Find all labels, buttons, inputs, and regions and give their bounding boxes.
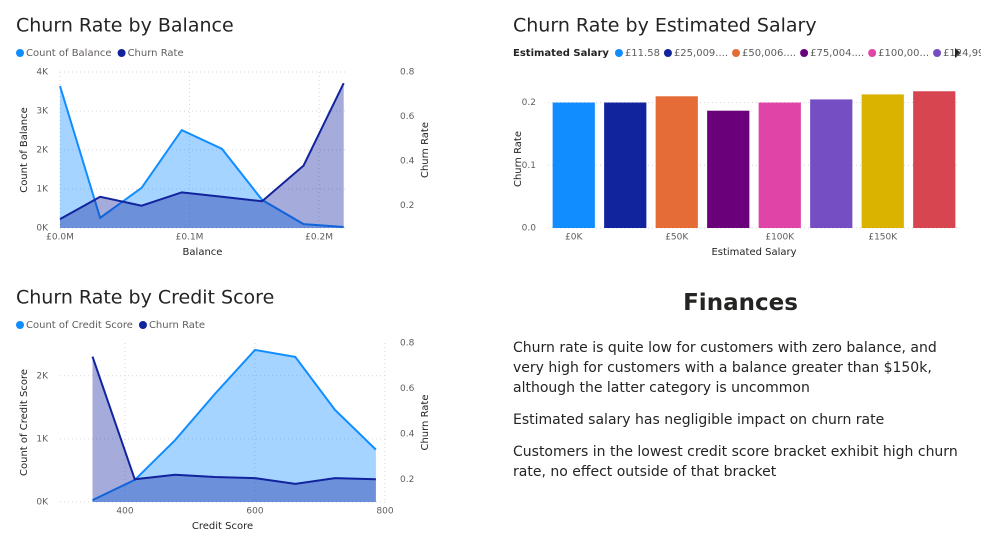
y-axis-title: Churn Rate bbox=[513, 131, 524, 187]
legend-label: Count of Credit Score bbox=[26, 320, 133, 331]
y-axis-title: Count of Balance bbox=[19, 107, 30, 193]
area-line bbox=[92, 348, 377, 502]
x-tick-label: £0.1M bbox=[176, 233, 204, 243]
x-tick-label: £100K bbox=[765, 233, 795, 243]
x-tick-label: £50K bbox=[665, 233, 689, 243]
x-axis-title: Credit Score bbox=[192, 521, 253, 532]
panel-title: Finances bbox=[683, 290, 798, 316]
y-axis-title: Count of Credit Score bbox=[19, 369, 30, 476]
area-line bbox=[59, 82, 345, 220]
legend-label: £25,009.... bbox=[674, 48, 728, 59]
legend-marker bbox=[16, 49, 24, 57]
x-tick-label: £150K bbox=[868, 233, 898, 243]
legend-marker bbox=[16, 321, 24, 329]
x-tick-label: £0.2M bbox=[305, 233, 333, 243]
y-tick-label: 4K bbox=[36, 68, 49, 78]
y2-tick-label: 0.8 bbox=[400, 68, 415, 78]
y-tick-label: 1K bbox=[36, 434, 49, 444]
bar bbox=[810, 99, 853, 228]
y2-tick-label: 0.4 bbox=[400, 157, 415, 167]
y-tick-label: 0.2 bbox=[522, 98, 536, 108]
legend-label: Churn Rate bbox=[149, 320, 205, 331]
y2-tick-label: 0.2 bbox=[400, 201, 414, 211]
legend-label: £100,00... bbox=[878, 48, 929, 59]
legend-label: Churn Rate bbox=[128, 48, 184, 59]
bar bbox=[758, 102, 801, 228]
x-tick-label: 800 bbox=[376, 507, 393, 517]
y2-axis-title: Churn Rate bbox=[420, 122, 431, 178]
panel-paragraph: Churn rate is quite low for customers wi… bbox=[513, 340, 937, 396]
bar bbox=[861, 94, 904, 229]
chart-title: Churn Rate by Balance bbox=[16, 15, 234, 37]
legend-marker bbox=[614, 49, 623, 57]
chart-title: Churn Rate by Estimated Salary bbox=[513, 15, 817, 37]
x-tick-label: 400 bbox=[116, 507, 133, 517]
x-axis-title: Balance bbox=[183, 247, 223, 258]
area-fill bbox=[92, 349, 376, 502]
legend-label: £11.58 bbox=[625, 48, 660, 59]
legend-marker bbox=[117, 49, 126, 57]
x-axis-title: Estimated Salary bbox=[711, 247, 796, 258]
y-tick-label: 3K bbox=[36, 107, 49, 117]
y2-tick-label: 0.2 bbox=[400, 475, 414, 485]
legend-title: Estimated Salary bbox=[513, 48, 609, 59]
x-tick-label: £0.0M bbox=[46, 233, 74, 243]
area-line bbox=[91, 356, 376, 485]
y-tick-label: 2K bbox=[36, 371, 49, 381]
bar bbox=[552, 102, 595, 228]
bar bbox=[913, 91, 956, 228]
legend-marker bbox=[138, 321, 147, 329]
y-tick-label: 0.0 bbox=[522, 224, 537, 234]
x-tick-label: 600 bbox=[246, 507, 263, 517]
bar bbox=[604, 102, 647, 228]
area-fill bbox=[92, 356, 376, 502]
area-line bbox=[59, 85, 344, 229]
legend-label: Count of Balance bbox=[26, 48, 112, 59]
legend-marker bbox=[732, 49, 741, 57]
chart-title: Churn Rate by Credit Score bbox=[16, 287, 274, 309]
area-fill bbox=[60, 83, 344, 229]
y-tick-label: 0.1 bbox=[522, 161, 536, 171]
legend-marker bbox=[800, 49, 809, 57]
area-fill bbox=[60, 86, 344, 228]
legend-marker bbox=[933, 49, 942, 57]
text-panel: Finances Churn rate is quite low for cus… bbox=[513, 290, 968, 494]
panel-paragraph: Estimated salary has negligible impact o… bbox=[513, 412, 885, 428]
legend-marker bbox=[663, 49, 672, 57]
y-tick-label: 2K bbox=[36, 146, 49, 156]
legend-label: £50,006.... bbox=[742, 48, 796, 59]
y2-tick-label: 0.8 bbox=[400, 339, 415, 349]
legend-label: £75,004.... bbox=[810, 48, 864, 59]
legend-marker bbox=[868, 49, 877, 57]
y-tick-label: 0K bbox=[36, 498, 49, 508]
y-tick-label: 1K bbox=[36, 185, 49, 195]
y2-tick-label: 0.6 bbox=[400, 384, 415, 394]
y2-axis-title: Churn Rate bbox=[420, 394, 431, 450]
x-tick-label: £0K bbox=[565, 233, 583, 243]
y2-tick-label: 0.6 bbox=[400, 112, 415, 122]
bar bbox=[655, 96, 698, 228]
legend-scroll-arrow[interactable] bbox=[955, 48, 961, 58]
y-tick-label: 0K bbox=[36, 224, 49, 234]
bar bbox=[707, 110, 750, 228]
legend-label: £124,99... bbox=[943, 48, 981, 59]
y2-tick-label: 0.4 bbox=[400, 429, 415, 439]
panel-paragraph: Customers in the lowest credit score bra… bbox=[513, 444, 958, 480]
